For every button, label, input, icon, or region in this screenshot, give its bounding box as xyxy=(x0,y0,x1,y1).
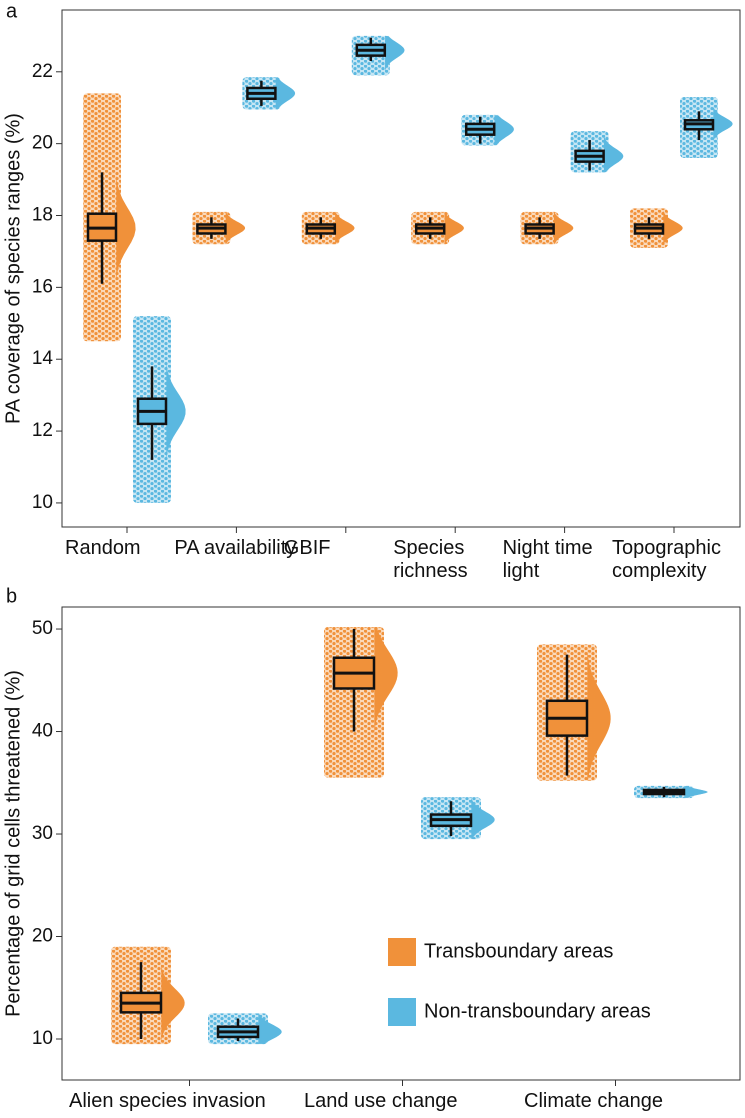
panel-label: a xyxy=(6,0,18,22)
legend-label: Transboundary areas xyxy=(424,940,613,962)
y-tick-label: 20 xyxy=(32,133,53,154)
x-tick-label: Climate change xyxy=(524,1090,663,1112)
x-tick-label: Random xyxy=(65,537,141,559)
legend-label: Non-transboundary areas xyxy=(424,1000,651,1022)
plot-frame xyxy=(61,606,741,1081)
y-axis-label: Percentage of grid cells threatened (%) xyxy=(2,670,24,1017)
y-tick-label: 10 xyxy=(32,1028,53,1049)
y-tick-label: 10 xyxy=(32,492,53,513)
x-tick-label: PA availability xyxy=(174,537,297,559)
x-tick-label: Topographic complexity xyxy=(612,537,721,582)
x-tick-label: Alien species invasion xyxy=(69,1090,266,1112)
y-tick-label: 20 xyxy=(32,926,53,947)
legend-swatch xyxy=(388,998,416,1026)
y-axis-label: PA coverage of species ranges (%) xyxy=(2,113,24,424)
legend-swatch xyxy=(388,938,416,966)
y-tick-label: 40 xyxy=(32,721,53,742)
y-tick-label: 16 xyxy=(32,276,53,297)
y-tick-label: 12 xyxy=(32,420,53,441)
y-tick-label: 50 xyxy=(32,618,53,639)
y-tick-label: 14 xyxy=(32,348,54,369)
y-tick-label: 30 xyxy=(32,823,53,844)
x-tick-label: Night time light xyxy=(502,537,593,582)
y-tick-label: 18 xyxy=(32,205,53,226)
x-tick-label: GBIF xyxy=(283,537,331,559)
y-tick-label: 22 xyxy=(32,61,53,82)
x-tick-label: Species richness xyxy=(393,537,468,582)
x-tick-label: Land use change xyxy=(304,1090,458,1112)
plot-frame xyxy=(61,9,741,528)
panel-label: b xyxy=(6,585,17,607)
